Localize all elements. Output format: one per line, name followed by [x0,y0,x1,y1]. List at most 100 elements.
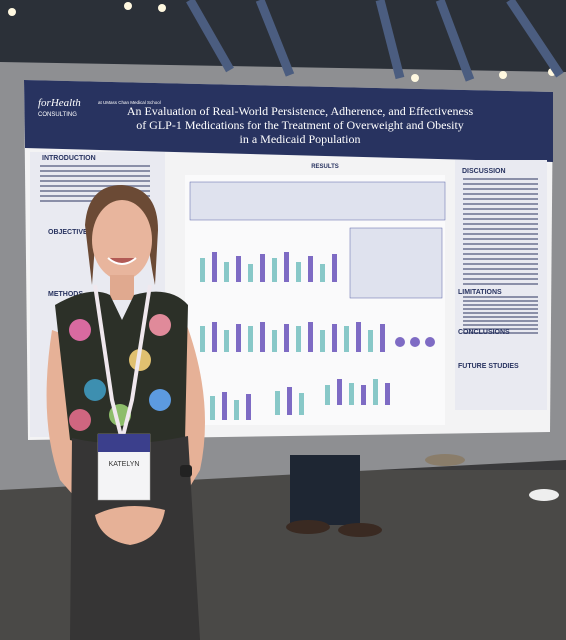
shoe [529,489,559,501]
poster-header [24,80,553,162]
ceiling-light [411,74,419,82]
blouse-flower [69,409,91,431]
poster-bar [284,324,289,352]
poster-bar [287,387,292,415]
text-line [463,328,538,330]
text-line [40,175,150,177]
poster-bar [320,330,325,352]
ceiling-light [8,8,16,16]
poster-icon [410,337,420,347]
poster-bar [320,264,325,282]
poster-bar [296,326,301,352]
text-line [463,320,538,322]
poster-icon [425,337,435,347]
poster-bar [210,396,215,420]
poster-bar [200,326,205,352]
text-line [463,296,538,298]
ceiling-beam [186,0,234,73]
person: KATELYN [46,185,205,640]
text-line [463,213,538,215]
poster-bar [246,394,251,420]
poster-bar [248,264,253,282]
ceiling-beam [506,0,564,78]
text-line [463,268,538,270]
text-line [463,300,538,302]
lanyard [93,284,152,441]
poster-bar [296,262,301,282]
text-line [463,233,538,235]
text-line [463,324,538,326]
poster-bar [222,392,227,420]
poster-bar [356,322,361,352]
poster-bar [308,322,313,352]
text-line [463,273,538,275]
text-line [40,185,150,187]
logo-school: at UMass Chan Medical School [98,100,161,105]
poster-bar [260,254,265,282]
text-line [463,218,538,220]
text-line [463,183,538,185]
section-heading: DISCUSSION [462,168,506,175]
hands [95,506,165,545]
text-line [463,283,538,285]
section-heading: METHODS [48,291,83,298]
text-line [463,304,538,306]
text-line [463,258,538,260]
shoe [286,520,330,534]
smile [107,257,137,265]
blouse-flower [149,314,171,336]
text-line [463,243,538,245]
text-line [463,312,538,314]
ceiling-beam [435,0,475,82]
blouse-flower [84,379,106,401]
poster-title: in a Medicaid Population [240,132,361,146]
section-heading: LIMITATIONS [458,289,502,296]
section-heading: CONCLUSIONS [458,329,510,336]
poster-bar [248,326,253,352]
logo-sub: CONSULTING [38,112,77,118]
poster-bar [234,400,239,420]
text-line [463,188,538,190]
text-line [463,208,538,210]
ceiling-light [499,71,507,79]
watch [180,465,192,477]
badge-band [98,434,150,452]
section-heading: INTRODUCTION [42,155,96,162]
blouse-flower [69,319,91,341]
poster-bar [332,324,337,352]
text-line [463,238,538,240]
poster-title: An Evaluation of Real-World Persistence,… [127,104,474,118]
poster-bar [299,393,304,415]
text-line [40,180,150,182]
visitor-legs [290,455,360,525]
poster-bar [224,262,229,282]
poster-bar [308,256,313,282]
text-line [463,228,538,230]
poster-bar [344,326,349,352]
poster-bar [200,258,205,282]
neck [110,275,134,300]
poster-bar [325,385,330,405]
text-line [463,263,538,265]
blouse-flower [149,389,171,411]
text-line [463,308,538,310]
text-line [40,165,150,167]
shoe [338,523,382,537]
poster-bar [260,322,265,352]
poster-bar [272,258,277,282]
poster-title: of GLP-1 Medications for the Treatment o… [136,118,464,132]
section-heading: OBJECTIVE [48,229,88,236]
text-line [463,316,538,318]
ceiling-light [158,4,166,12]
text-line [463,223,538,225]
poster-bar [332,254,337,282]
poster-bar [380,324,385,352]
text-line [40,190,150,192]
shoe [425,454,465,466]
text-line [463,203,538,205]
logo-brand: forHealth [38,97,81,109]
text-line [463,178,538,180]
poster-bar [224,330,229,352]
text-line [463,253,538,255]
